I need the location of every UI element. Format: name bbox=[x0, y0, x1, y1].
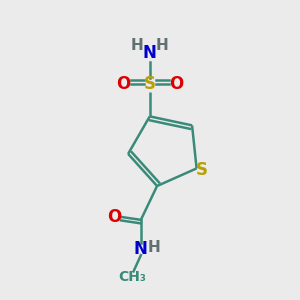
Text: H: H bbox=[156, 38, 169, 53]
Text: S: S bbox=[196, 161, 208, 179]
Text: O: O bbox=[107, 208, 122, 226]
Text: H: H bbox=[148, 240, 161, 255]
Text: O: O bbox=[169, 75, 183, 93]
Text: N: N bbox=[143, 44, 157, 62]
Text: H: H bbox=[131, 38, 144, 53]
Text: S: S bbox=[144, 75, 156, 93]
Text: O: O bbox=[116, 75, 130, 93]
Text: N: N bbox=[134, 240, 148, 258]
Text: CH₃: CH₃ bbox=[118, 270, 146, 284]
